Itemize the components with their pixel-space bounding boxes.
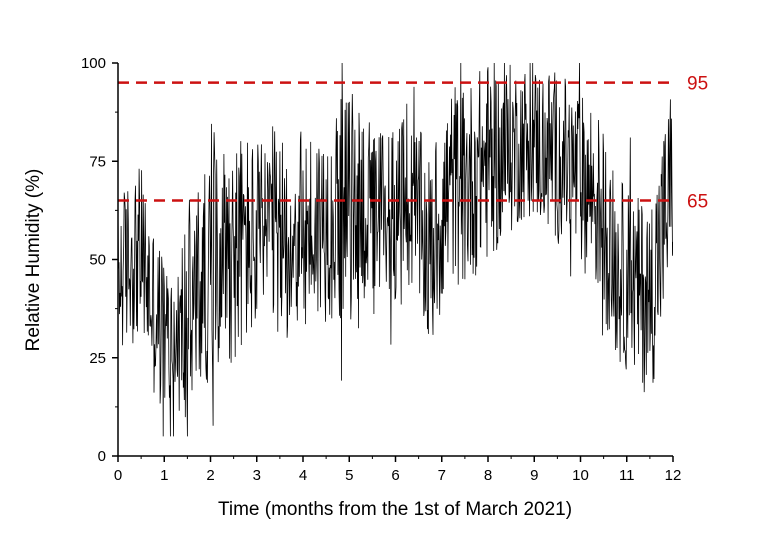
reference-lines: 95 65 <box>118 74 708 213</box>
y-tick-label: 25 <box>89 350 106 367</box>
x-tick-label: 2 <box>206 467 214 484</box>
humidity-series-line <box>118 63 673 437</box>
x-axis-title: Time (months from the 1st of March 2021) <box>218 499 572 520</box>
x-axis-ticks: 0 1 2 3 4 5 6 7 8 9 10 11 12 <box>114 456 682 484</box>
x-tick-label: 1 <box>160 467 168 484</box>
y-tick-label: 100 <box>81 55 106 72</box>
reference-label-95: 95 <box>687 74 708 95</box>
x-tick-label: 10 <box>572 467 589 484</box>
y-tick-label: 50 <box>89 252 106 269</box>
y-axis-ticks: 0 25 50 75 100 <box>81 55 118 465</box>
y-tick-label: 0 <box>98 448 106 465</box>
x-tick-label: 7 <box>438 467 446 484</box>
x-tick-label: 11 <box>619 467 635 484</box>
x-tick-label: 6 <box>391 467 399 484</box>
x-tick-label: 9 <box>530 467 538 484</box>
y-axis-title: Relative Humidity (%) <box>23 169 44 352</box>
reference-label-65: 65 <box>687 192 708 213</box>
x-tick-label: 5 <box>345 467 353 484</box>
x-tick-label: 8 <box>484 467 492 484</box>
x-tick-label: 3 <box>253 467 261 484</box>
chart-axes <box>117 63 673 457</box>
x-tick-label: 0 <box>114 467 122 484</box>
y-tick-label: 75 <box>89 153 106 170</box>
humidity-line <box>118 63 673 437</box>
x-tick-label: 4 <box>299 467 307 484</box>
x-tick-label: 12 <box>665 467 682 484</box>
